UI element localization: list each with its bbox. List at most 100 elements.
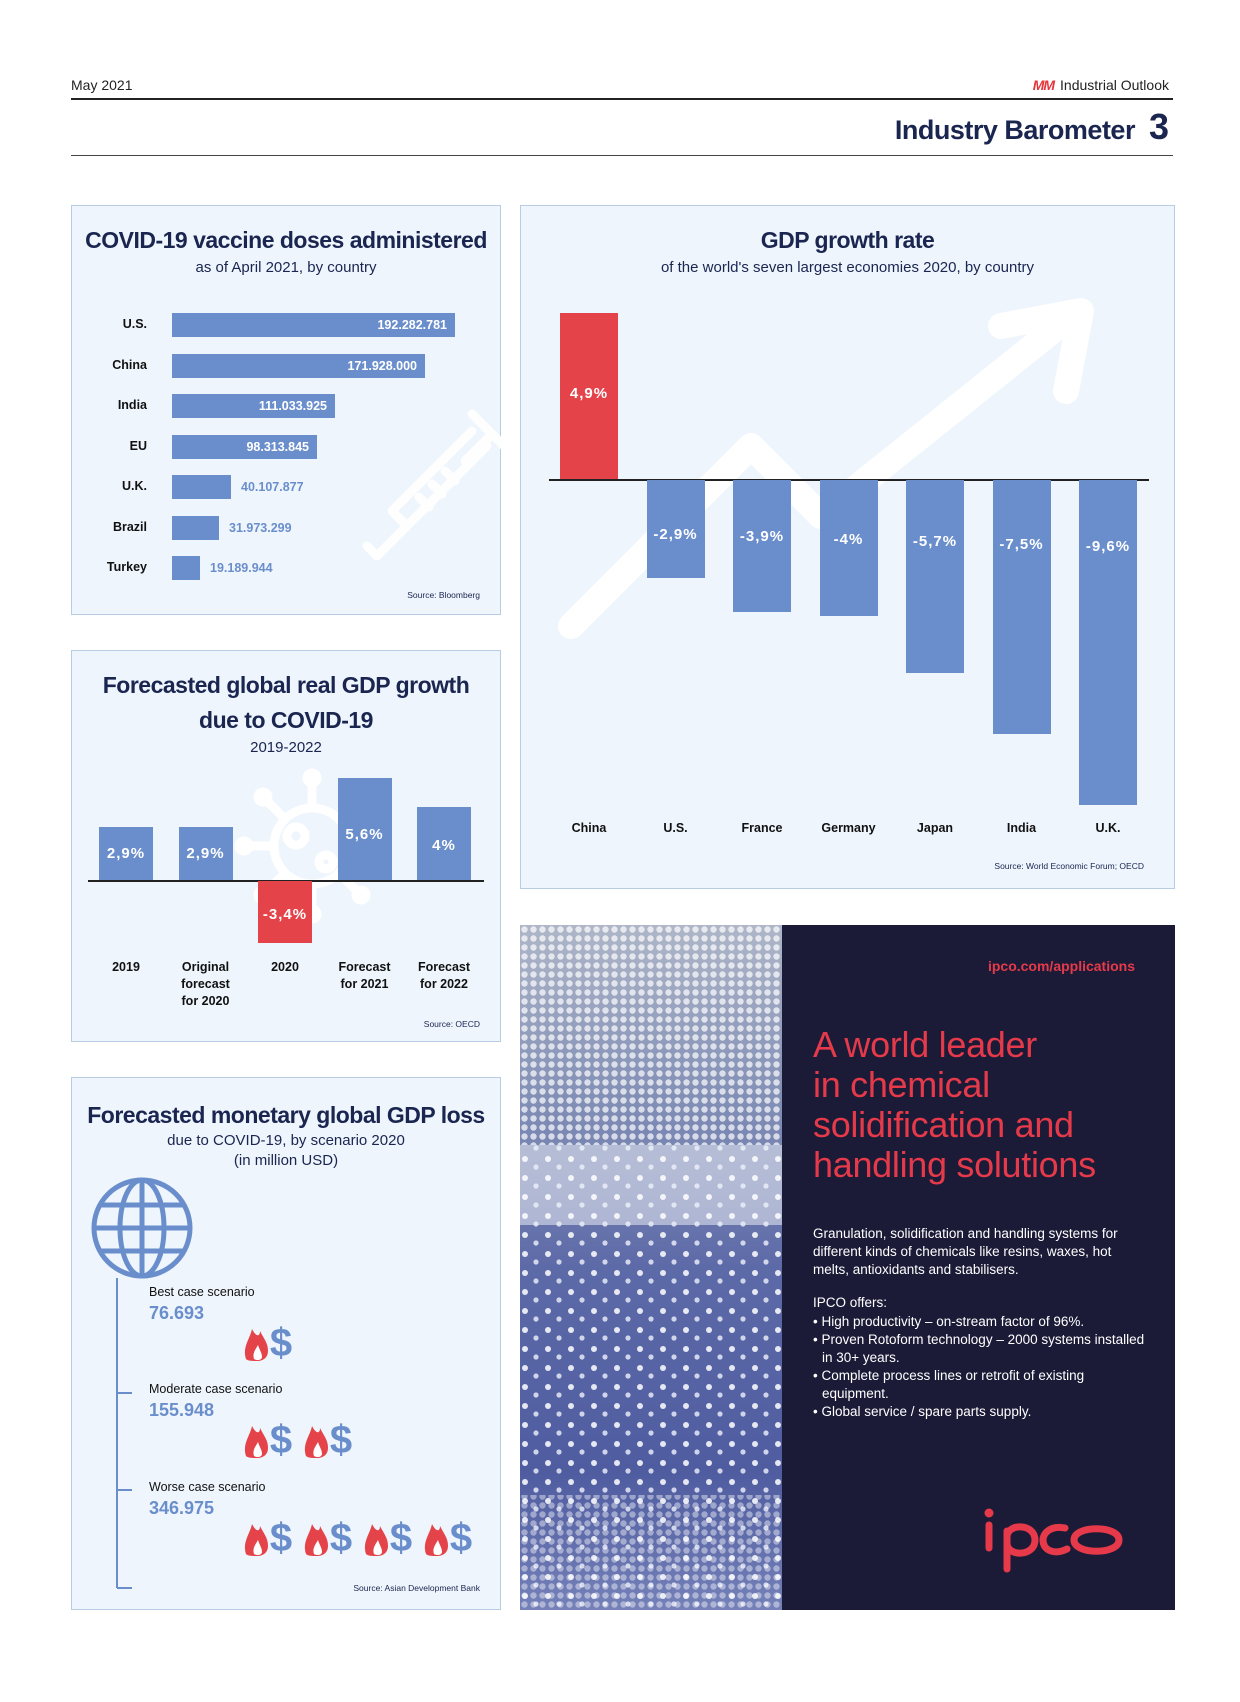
ad-offer-item: • Complete process lines or retrofit of …: [813, 1368, 1085, 1401]
bar: [172, 515, 219, 540]
value-label: 5,6%: [345, 826, 384, 844]
header-rule-bottom: [71, 155, 1173, 156]
scenario-value: 155.948: [149, 1400, 215, 1420]
gdp-growth-bar-chart: 4,9% China -2,9% U.S. -3,9% France -4% Germany -…: [521, 206, 1176, 890]
category-label: India: [1006, 821, 1037, 835]
gdp-growth-rate-panel: GDP growth rate of the world's seven lar…: [520, 205, 1175, 889]
svg-text:$: $: [270, 1321, 292, 1363]
category-label: EU: [129, 438, 147, 453]
panel-title: GDP growth rate: [760, 227, 935, 253]
category-label-line: Forecast: [338, 960, 391, 974]
ad-offer-item: • High productivity – on-stream factor o…: [813, 1314, 1085, 1329]
panel-title-line2: due to COVID-19: [199, 707, 373, 733]
header-rule: [71, 98, 1173, 100]
bar: [99, 827, 153, 880]
bar: [646, 480, 705, 579]
bar-row: China 171.928.000: [72, 353, 502, 378]
ad-url-link[interactable]: ipco.com/applications: [987, 958, 1135, 974]
section-header: Industry Barometer 3: [895, 106, 1169, 148]
category-label: 2020: [240, 959, 330, 976]
scenario-value: 76.693: [149, 1303, 205, 1323]
bar: [172, 313, 455, 337]
ipco-advertisement[interactable]: ipco.com/applications A world leader in …: [520, 925, 1175, 1610]
category-label-line: for 2020: [181, 994, 230, 1008]
svg-text:$: $: [390, 1516, 412, 1558]
vaccine-bar-chart: U.S. 192.282.781 China 171.928.000 India 111.…: [72, 313, 502, 583]
source-note: Source: OECD: [423, 1019, 480, 1029]
publication-name: Industrial Outlook: [1060, 77, 1169, 93]
value-label: -5,7%: [912, 533, 958, 550]
value-label: 2,9%: [106, 845, 146, 863]
category-label: U.S.: [663, 821, 688, 835]
bar: [560, 312, 618, 479]
mm-logo: MM: [1032, 77, 1055, 93]
panel-title-line1: Forecasted global real GDP growth: [102, 672, 470, 698]
ad-headline-line: solidification and: [813, 1104, 1074, 1145]
burning-dollar-icon: $: [244, 1516, 292, 1558]
ad-headline: A world leader in chemical solidificatio…: [813, 1025, 1153, 1185]
bar-row: Turkey 19.189.944: [72, 556, 502, 580]
scenario-connector: [116, 1278, 132, 1589]
category-label: Turkey: [106, 560, 147, 574]
ad-headline-line: handling solutions: [813, 1144, 1096, 1185]
category-label-line: forecast: [181, 977, 230, 991]
bar: [906, 480, 964, 674]
bar: [337, 778, 392, 880]
svg-text:$: $: [270, 1516, 292, 1558]
category-label-line: for 2021: [340, 977, 389, 991]
svg-text:$: $: [270, 1418, 292, 1460]
category-label: U.K.: [122, 479, 147, 493]
ad-offer-item: • Global service / spare parts supply.: [813, 1404, 1032, 1419]
svg-text:$: $: [330, 1418, 352, 1460]
bar: [819, 480, 878, 616]
panel-subtitle: of the world's seven largest economies 2…: [660, 259, 1035, 276]
bar-row: Brazil 31.973.299: [72, 515, 502, 540]
value-label: 4%: [432, 837, 456, 855]
bar-row: India 111.033.925: [72, 394, 502, 418]
category-label: Japan: [916, 821, 954, 835]
panel-title: COVID-19 vaccine doses administered: [85, 227, 487, 253]
value-label: -2,9%: [653, 525, 698, 543]
syringe-icon: [362, 409, 517, 561]
scenario-label: Moderate case scenario: [149, 1382, 283, 1396]
scenario-label: Worse case scenario: [149, 1480, 266, 1494]
ad-headline-line: A world leader: [813, 1024, 1037, 1065]
source-note: Source: Bloomberg: [407, 590, 480, 600]
source-note: Source: World Economic Forum; OECD: [994, 861, 1144, 871]
category-label-line: 2019: [112, 960, 140, 974]
category-label: Brazil: [112, 519, 147, 534]
burning-dollar-icon: $: [244, 1321, 292, 1363]
bar: [417, 807, 471, 880]
burning-dollar-icon: $: [304, 1516, 352, 1558]
bar: [172, 353, 425, 378]
vaccine-doses-panel: COVID-19 vaccine doses administered as o…: [71, 205, 517, 615]
category-label: Germany: [821, 821, 876, 835]
burning-dollar-icon: $: [424, 1516, 472, 1558]
ad-description: Granulation, solidification and handling…: [813, 1226, 1118, 1277]
value-label: -9,6%: [1085, 538, 1131, 555]
forecast-gdp-panel: Forecasted global real GDP growth due to…: [71, 650, 501, 1042]
bar-row: EU 98.313.845: [72, 434, 502, 459]
svg-text:$: $: [450, 1516, 472, 1558]
category-label: Forecast for 2022: [399, 959, 489, 993]
value-label: 98.313.845: [246, 439, 309, 454]
source-note: Source: Asian Development Bank: [353, 1583, 480, 1593]
panel-subtitle: as of April 2021, by country: [195, 259, 377, 276]
bar: [733, 480, 791, 613]
value-label: 31.973.299: [229, 520, 292, 535]
svg-text:$: $: [330, 1516, 352, 1558]
burning-dollar-icon: $: [304, 1418, 352, 1460]
category-label: Original forecast for 2020: [161, 959, 251, 1010]
category-label-line: Forecast: [417, 960, 471, 974]
publication-brand: MM Industrial Outlook: [1033, 77, 1169, 93]
globe-icon: [91, 1177, 193, 1279]
value-label: 111.033.925: [258, 399, 327, 413]
burning-dollar-icon: $: [364, 1516, 412, 1558]
category-label: India: [117, 398, 147, 412]
value-label: -3,9%: [739, 528, 785, 545]
value-label: 4,9%: [569, 384, 609, 402]
value-label: 2,9%: [186, 845, 225, 863]
bar: [258, 881, 312, 943]
bar: [172, 434, 317, 459]
panel-subtitle: 2019-2022: [250, 739, 322, 756]
